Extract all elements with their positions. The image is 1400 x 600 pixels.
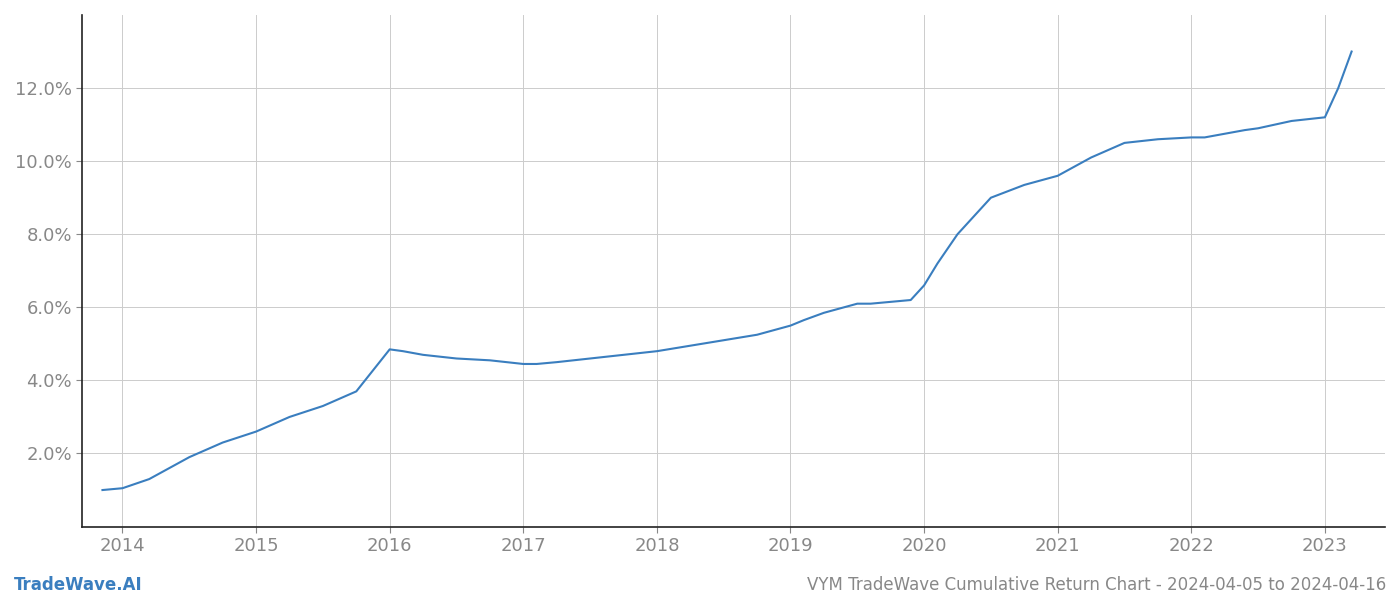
Text: VYM TradeWave Cumulative Return Chart - 2024-04-05 to 2024-04-16: VYM TradeWave Cumulative Return Chart - …: [806, 576, 1386, 594]
Text: TradeWave.AI: TradeWave.AI: [14, 576, 143, 594]
